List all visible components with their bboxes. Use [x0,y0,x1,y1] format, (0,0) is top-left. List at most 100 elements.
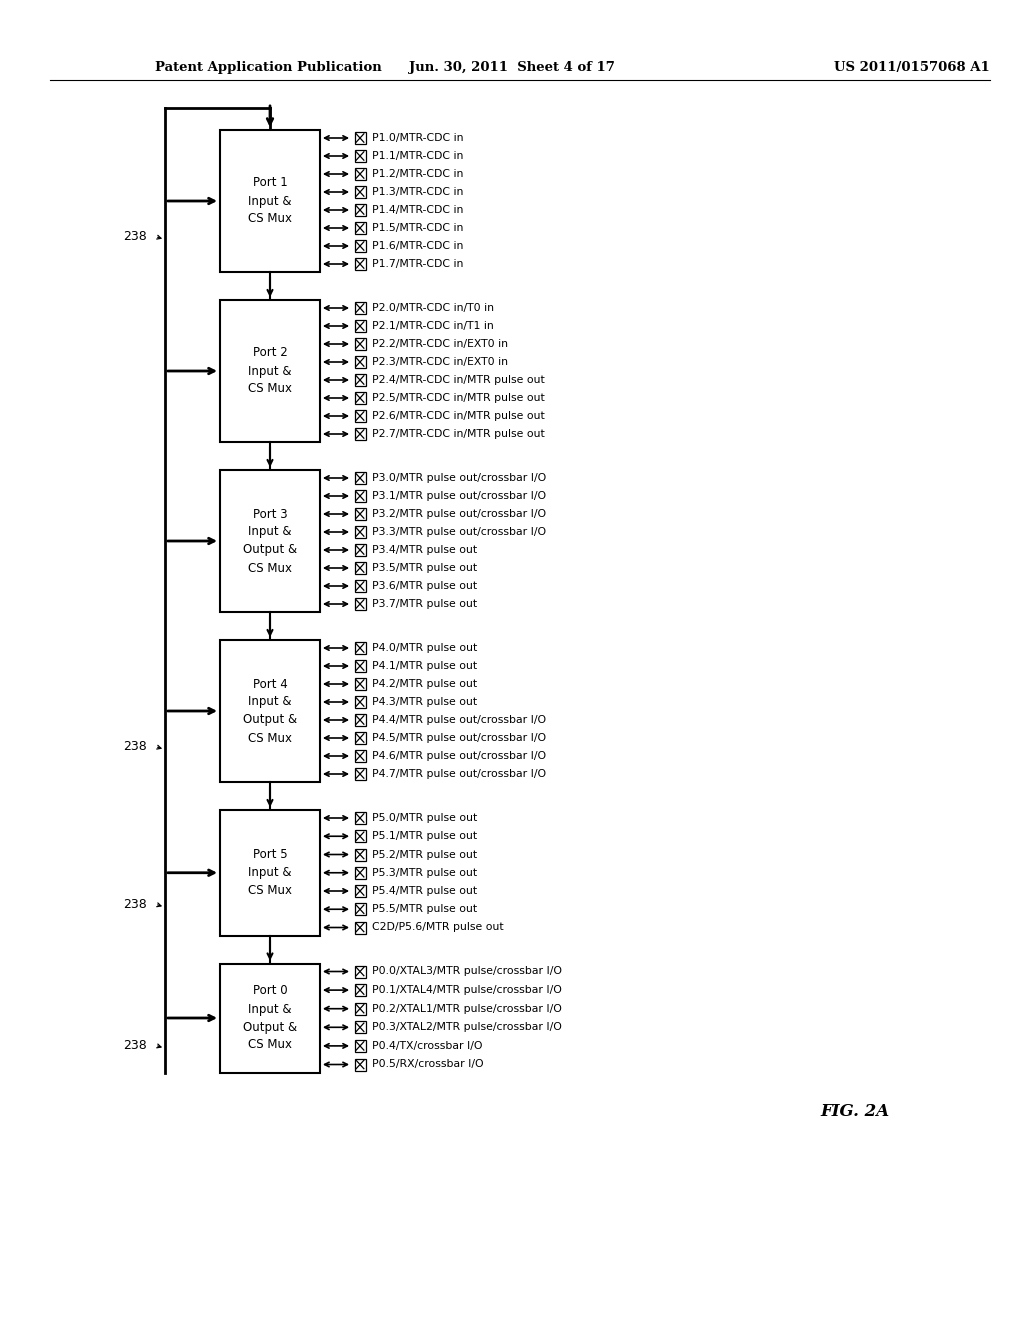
Text: P2.7/MTR-CDC in/MTR pulse out: P2.7/MTR-CDC in/MTR pulse out [372,429,545,440]
Bar [354,867,366,879]
Text: P4.2/MTR pulse out: P4.2/MTR pulse out [372,678,477,689]
Bar [220,640,319,781]
Bar [354,356,366,368]
Text: P0.4/TX/crossbar I/O: P0.4/TX/crossbar I/O [372,1041,482,1051]
Text: Port 2
Input &
CS Mux: Port 2 Input & CS Mux [248,346,292,396]
Text: P1.2/MTR-CDC in: P1.2/MTR-CDC in [372,169,464,180]
Text: 238: 238 [123,1039,147,1052]
Text: 238: 238 [123,741,147,752]
Bar [354,642,366,653]
Bar [354,473,366,484]
Bar [354,768,366,780]
Bar [354,222,366,234]
Text: Port 1
Input &
CS Mux: Port 1 Input & CS Mux [248,177,292,226]
Bar [354,411,366,422]
Bar [354,714,366,726]
Text: P0.5/RX/crossbar I/O: P0.5/RX/crossbar I/O [372,1060,483,1069]
Text: P1.4/MTR-CDC in: P1.4/MTR-CDC in [372,205,464,215]
Bar [354,903,366,915]
Text: P4.6/MTR pulse out/crossbar I/O: P4.6/MTR pulse out/crossbar I/O [372,751,546,762]
Bar [354,186,366,198]
Bar [354,985,366,997]
Text: P3.3/MTR pulse out/crossbar I/O: P3.3/MTR pulse out/crossbar I/O [372,527,546,537]
Text: FIG. 2A: FIG. 2A [820,1102,889,1119]
Text: Port 0
Input &
Output &
CS Mux: Port 0 Input & Output & CS Mux [243,985,297,1052]
Text: P0.1/XTAL4/MTR pulse/crossbar I/O: P0.1/XTAL4/MTR pulse/crossbar I/O [372,985,562,995]
Bar [354,168,366,180]
Bar [220,129,319,272]
Bar [354,240,366,252]
Bar [354,678,366,690]
Bar [220,470,319,612]
Bar [354,428,366,440]
Bar [354,544,366,556]
Bar [354,812,366,824]
Text: P4.0/MTR pulse out: P4.0/MTR pulse out [372,643,477,653]
Text: P5.2/MTR pulse out: P5.2/MTR pulse out [372,850,477,859]
Text: P3.1/MTR pulse out/crossbar I/O: P3.1/MTR pulse out/crossbar I/O [372,491,546,502]
Text: P2.5/MTR-CDC in/MTR pulse out: P2.5/MTR-CDC in/MTR pulse out [372,393,545,403]
Bar [354,490,366,502]
Text: P5.5/MTR pulse out: P5.5/MTR pulse out [372,904,477,915]
Bar [354,319,366,333]
Text: 238: 238 [123,898,147,911]
Text: P4.7/MTR pulse out/crossbar I/O: P4.7/MTR pulse out/crossbar I/O [372,770,546,779]
Bar [354,830,366,842]
Text: P4.4/MTR pulse out/crossbar I/O: P4.4/MTR pulse out/crossbar I/O [372,715,546,725]
Bar [354,579,366,591]
Text: P1.3/MTR-CDC in: P1.3/MTR-CDC in [372,187,464,197]
Text: Jun. 30, 2011  Sheet 4 of 17: Jun. 30, 2011 Sheet 4 of 17 [409,62,615,74]
Bar [354,525,366,539]
Text: P3.5/MTR pulse out: P3.5/MTR pulse out [372,564,477,573]
Text: P4.5/MTR pulse out/crossbar I/O: P4.5/MTR pulse out/crossbar I/O [372,733,546,743]
Text: P3.0/MTR pulse out/crossbar I/O: P3.0/MTR pulse out/crossbar I/O [372,473,546,483]
Bar [354,884,366,898]
Text: P1.6/MTR-CDC in: P1.6/MTR-CDC in [372,242,464,251]
Bar [220,300,319,442]
Bar [354,1059,366,1071]
Bar [354,849,366,861]
Bar [354,660,366,672]
Bar [354,750,366,762]
Text: P4.3/MTR pulse out: P4.3/MTR pulse out [372,697,477,708]
Text: P3.4/MTR pulse out: P3.4/MTR pulse out [372,545,477,554]
Text: US 2011/0157068 A1: US 2011/0157068 A1 [835,62,990,74]
Text: P1.7/MTR-CDC in: P1.7/MTR-CDC in [372,259,464,269]
Bar [354,338,366,350]
Bar [354,392,366,404]
Text: P0.2/XTAL1/MTR pulse/crossbar I/O: P0.2/XTAL1/MTR pulse/crossbar I/O [372,1003,562,1014]
Bar [354,733,366,744]
Text: P2.1/MTR-CDC in/T1 in: P2.1/MTR-CDC in/T1 in [372,321,494,331]
Text: P2.2/MTR-CDC in/EXT0 in: P2.2/MTR-CDC in/EXT0 in [372,339,508,348]
Text: P2.0/MTR-CDC in/T0 in: P2.0/MTR-CDC in/T0 in [372,304,494,313]
Bar [354,132,366,144]
Text: P5.1/MTR pulse out: P5.1/MTR pulse out [372,832,477,841]
Bar [354,205,366,216]
Bar [220,810,319,936]
Bar [354,150,366,162]
Bar [220,964,319,1072]
Text: P3.7/MTR pulse out: P3.7/MTR pulse out [372,599,477,609]
Text: P1.1/MTR-CDC in: P1.1/MTR-CDC in [372,150,464,161]
Text: P1.5/MTR-CDC in: P1.5/MTR-CDC in [372,223,464,234]
Bar [354,302,366,314]
Text: P2.3/MTR-CDC in/EXT0 in: P2.3/MTR-CDC in/EXT0 in [372,356,508,367]
Bar [354,508,366,520]
Text: P3.6/MTR pulse out: P3.6/MTR pulse out [372,581,477,591]
Text: P1.0/MTR-CDC in: P1.0/MTR-CDC in [372,133,464,143]
Bar [354,696,366,708]
Bar [354,1022,366,1034]
Text: Port 5
Input &
CS Mux: Port 5 Input & CS Mux [248,849,292,898]
Text: Port 4
Input &
Output &
CS Mux: Port 4 Input & Output & CS Mux [243,677,297,744]
Text: P2.6/MTR-CDC in/MTR pulse out: P2.6/MTR-CDC in/MTR pulse out [372,411,545,421]
Bar [354,257,366,271]
Text: Patent Application Publication: Patent Application Publication [155,62,382,74]
Text: P5.0/MTR pulse out: P5.0/MTR pulse out [372,813,477,822]
Text: P0.0/XTAL3/MTR pulse/crossbar I/O: P0.0/XTAL3/MTR pulse/crossbar I/O [372,966,562,977]
Text: P5.3/MTR pulse out: P5.3/MTR pulse out [372,867,477,878]
Text: Port 3
Input &
Output &
CS Mux: Port 3 Input & Output & CS Mux [243,507,297,574]
Bar [354,921,366,933]
Text: P5.4/MTR pulse out: P5.4/MTR pulse out [372,886,477,896]
Bar [354,374,366,385]
Bar [354,1003,366,1015]
